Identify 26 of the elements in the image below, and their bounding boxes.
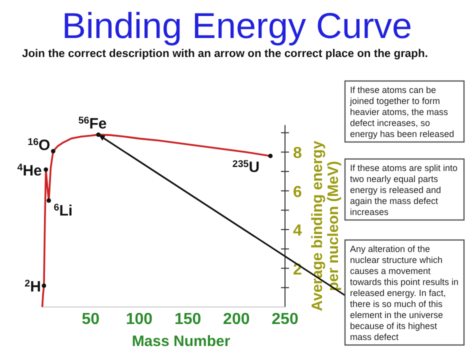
x-tick-label: 150 — [174, 311, 202, 328]
y-tick-label: 6 — [293, 184, 302, 201]
annotation: $^{16}$O — [28, 136, 51, 154]
point — [268, 154, 273, 158]
point — [42, 284, 46, 288]
annotation: $^{56}$Fe — [78, 115, 107, 133]
text: Any alteration of the nuclear structure which causes a movement towards this point results in released energy. In fact, there is so much of this element in the universe because of its highest mass defect — [350, 244, 459, 342]
line-series — [41, 134, 272, 308]
text: If these atoms can be joined together to form heavier atoms, the mass defect increases, so energy has been released — [349, 85, 454, 139]
x-tick-label: 200 — [223, 311, 250, 328]
annotation: $^{235}$U — [232, 158, 260, 176]
annotation: $^{4}$He — [17, 162, 42, 180]
point — [46, 198, 52, 203]
point — [50, 148, 56, 154]
x-tick-label: 250 — [272, 311, 298, 328]
annotation: $^{2}$H — [24, 278, 41, 296]
y-tick-label: 4 — [293, 222, 302, 240]
point — [44, 167, 48, 172]
y-tick-label: 8 — [293, 145, 302, 162]
chart-subtitle: Join the correct description with an arrow on the correct place on the graph. — [22, 48, 428, 60]
annotation: $^{6}$Li — [54, 202, 73, 220]
chart-title: Binding Energy Curve — [62, 5, 412, 46]
x-tick-label: 100 — [126, 311, 153, 328]
x-tick-label: 50 — [82, 311, 100, 328]
x-axis-title: Mass Number — [132, 333, 230, 350]
text: If these atoms are split into two nearly equal parts energy is released and again the mass defect increases — [350, 163, 458, 217]
